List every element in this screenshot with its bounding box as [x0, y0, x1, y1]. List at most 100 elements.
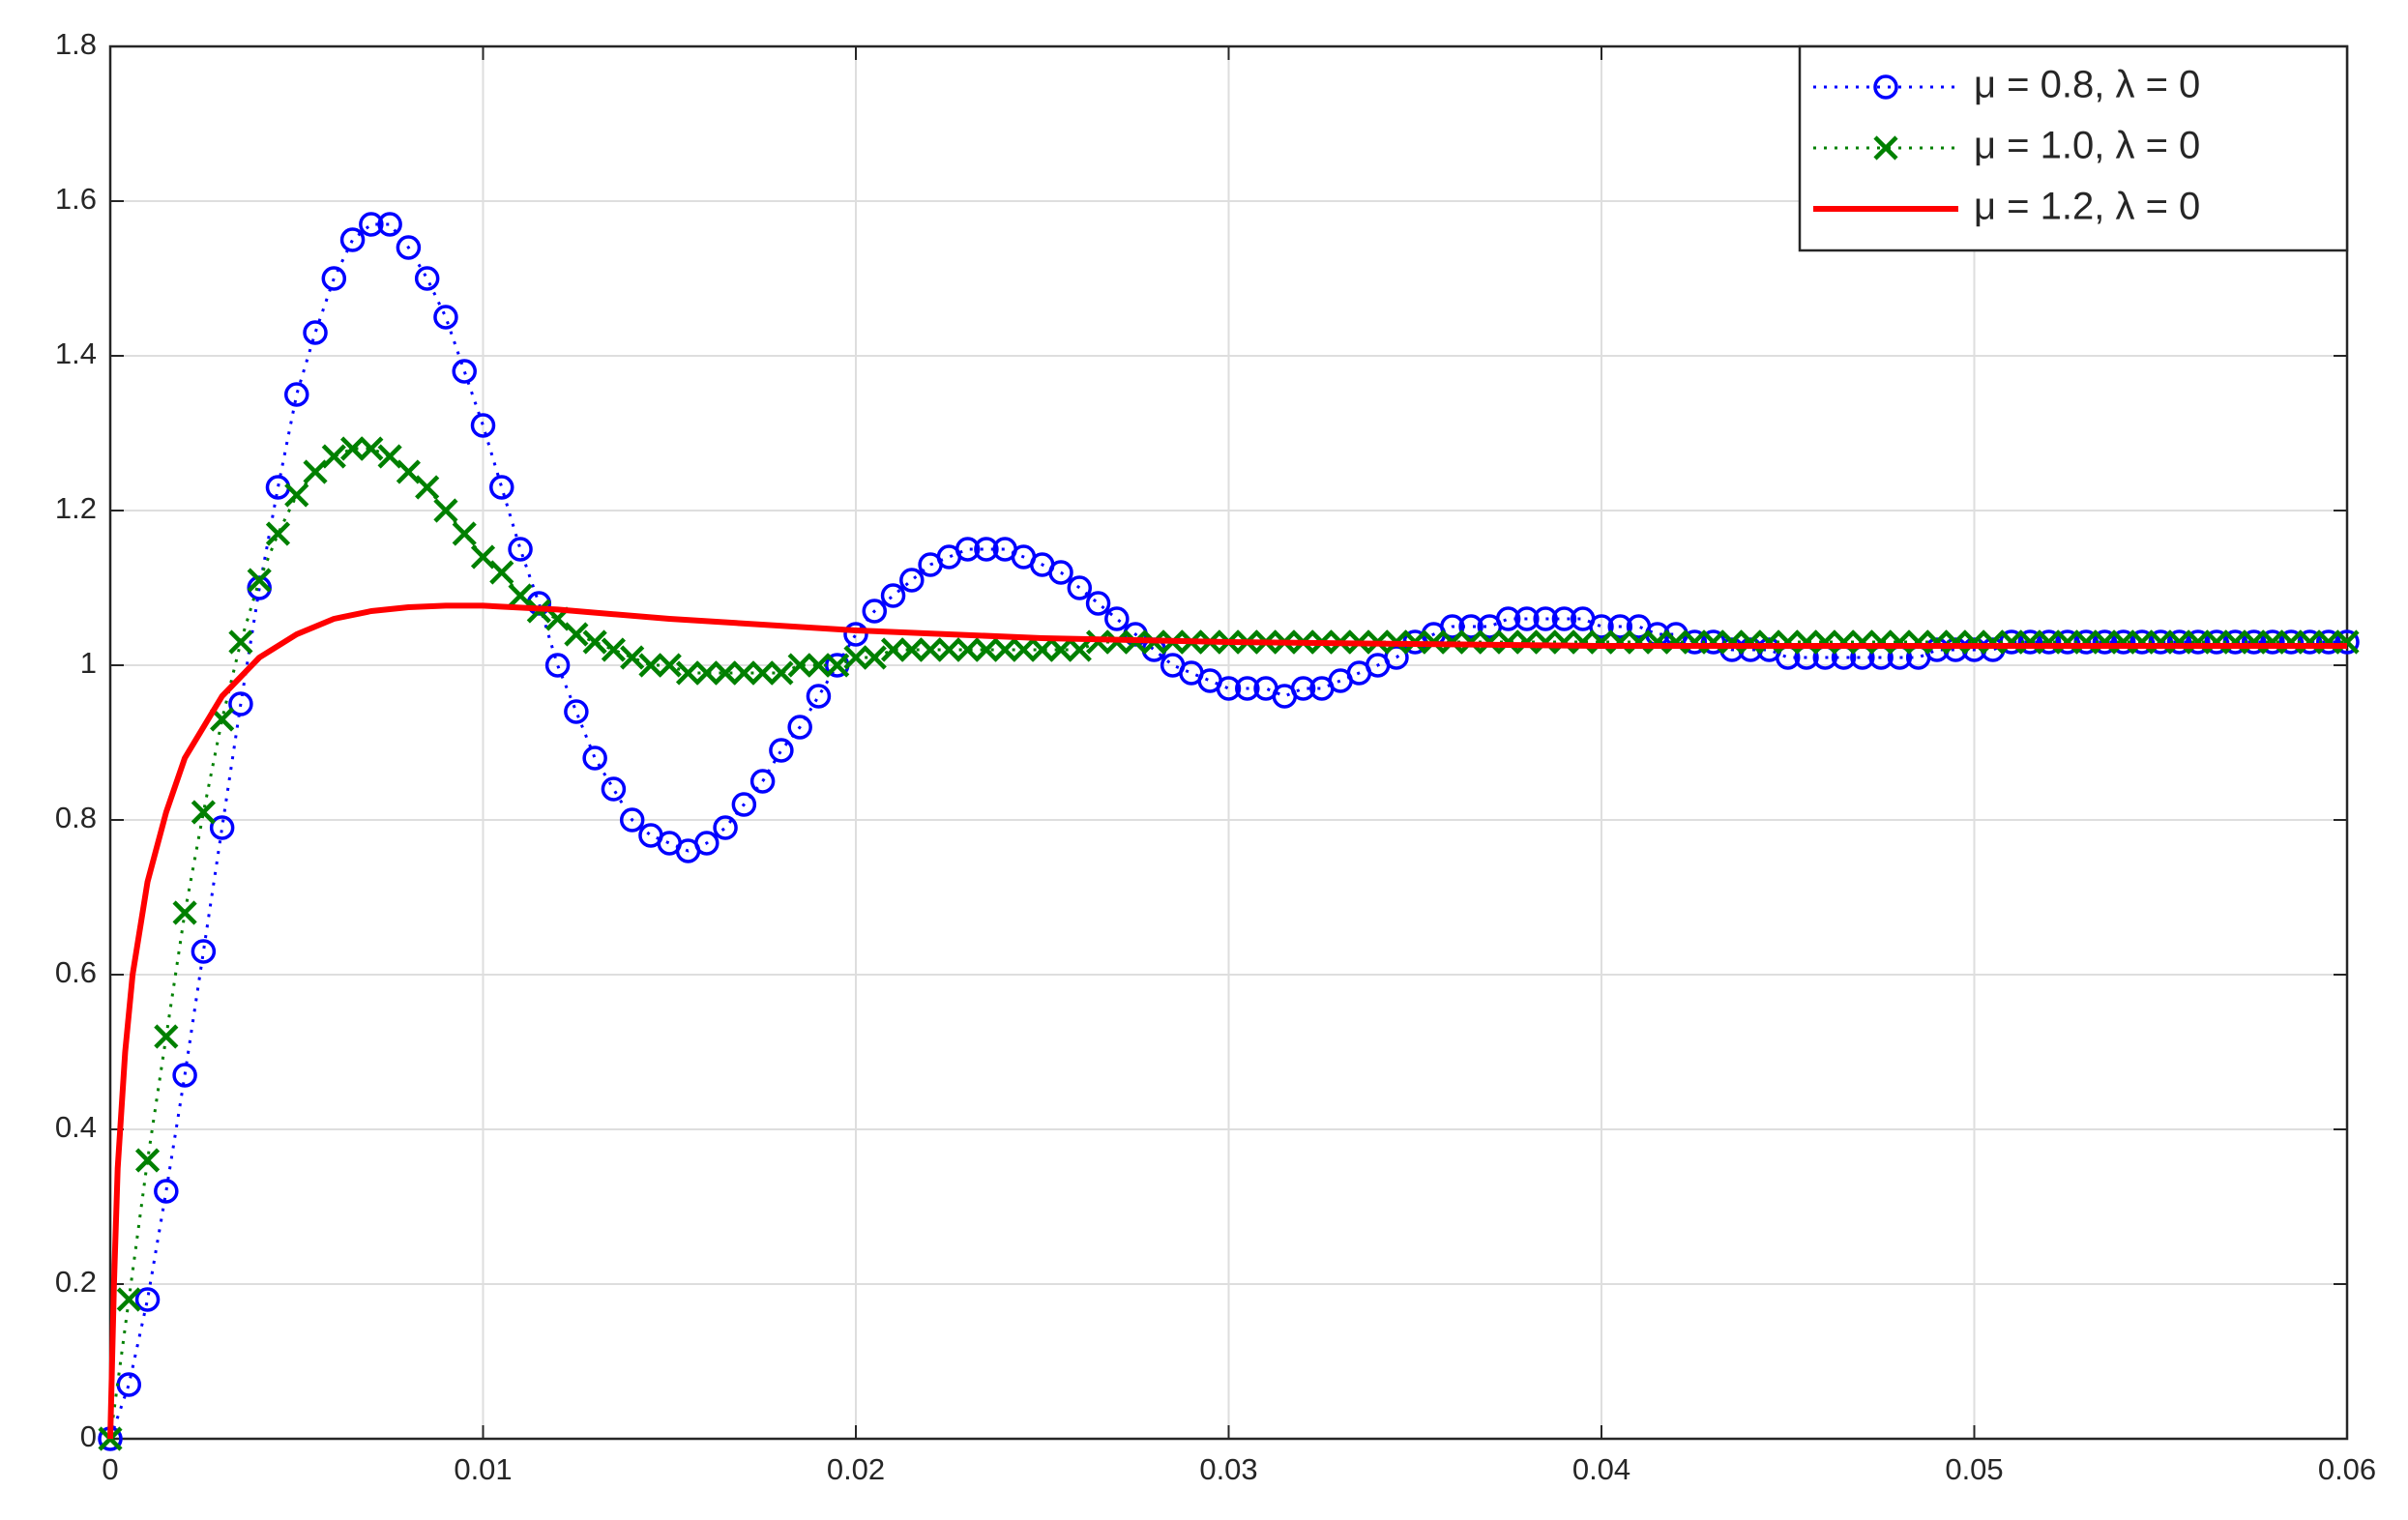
marker: [1216, 676, 1242, 701]
marker: [1571, 629, 1596, 655]
marker: [1384, 645, 1409, 670]
marker: [377, 212, 402, 237]
marker: [154, 1024, 179, 1049]
marker: [1514, 606, 1540, 631]
marker: [284, 482, 309, 508]
marker: [899, 637, 925, 662]
x-tick-label: 0.04: [1572, 1452, 1630, 1486]
marker: [2186, 629, 2211, 655]
marker: [2148, 629, 2173, 655]
marker: [1887, 629, 1912, 655]
marker: [2335, 629, 2360, 655]
marker: [339, 436, 366, 461]
marker: [191, 800, 216, 825]
legend-marker: [1873, 74, 1898, 100]
marker: [2241, 629, 2267, 655]
marker: [675, 660, 701, 686]
marker: [806, 653, 832, 678]
marker: [321, 266, 347, 291]
marker: [1645, 629, 1670, 655]
marker: [1906, 629, 1931, 655]
y-tick-label: 0.6: [55, 955, 97, 989]
series-line: [108, 222, 2347, 1440]
marker: [582, 629, 607, 655]
marker: [1514, 629, 1540, 655]
marker: [247, 568, 272, 593]
x-tick-label: 0: [102, 1452, 118, 1486]
marker: [116, 1287, 141, 1312]
marker: [564, 699, 589, 724]
marker: [1067, 637, 1092, 662]
legend-label: μ = 0.8, λ = 0: [1974, 64, 2200, 106]
legend: μ = 0.8, λ = 0 μ = 1.0, λ = 0 μ = 1.2, λ =…: [1798, 44, 2349, 252]
marker: [825, 653, 850, 678]
marker: [1682, 629, 1707, 655]
marker: [2017, 629, 2043, 655]
marker: [452, 521, 477, 546]
marker: [2335, 629, 2360, 655]
marker: [1626, 629, 1652, 655]
marker: [880, 583, 906, 608]
marker: [228, 691, 253, 716]
marker: [508, 583, 533, 608]
marker: [2315, 629, 2341, 655]
marker: [470, 544, 496, 570]
marker: [414, 266, 440, 291]
marker: [1831, 629, 1857, 655]
marker: [657, 653, 682, 678]
marker: [974, 637, 999, 662]
marker: [620, 645, 645, 670]
y-tick-label: 1.8: [55, 27, 97, 61]
legend-box: [1798, 44, 2349, 252]
marker: [1048, 560, 1073, 585]
marker: [2222, 629, 2247, 655]
marker: [359, 436, 384, 461]
marker: [713, 815, 738, 840]
marker: [339, 227, 366, 252]
marker: [508, 537, 533, 562]
marker: [750, 660, 776, 686]
marker: [601, 776, 627, 802]
marker: [1756, 629, 1782, 655]
marker: [2316, 629, 2341, 655]
marker: [1030, 637, 1055, 662]
marker: [769, 660, 794, 686]
marker: [1589, 614, 1614, 639]
marker: [2129, 629, 2155, 655]
marker: [1067, 575, 1093, 600]
marker: [321, 444, 346, 469]
marker: [1943, 629, 1968, 655]
marker: [228, 629, 253, 655]
marker: [359, 212, 384, 237]
marker: [1551, 606, 1577, 631]
marker: [880, 637, 906, 662]
marker: [1961, 629, 1987, 655]
marker: [2260, 629, 2285, 655]
marker: [396, 459, 421, 484]
marker: [1663, 629, 1689, 655]
marker: [1290, 676, 1316, 701]
x-tick-label: 0.01: [454, 1452, 512, 1486]
marker: [1458, 614, 1483, 639]
marker: [1085, 591, 1111, 616]
marker: [713, 660, 738, 686]
marker: [489, 560, 514, 585]
marker: [974, 537, 999, 562]
marker: [1981, 629, 2006, 655]
marker: [862, 645, 887, 670]
marker: [1924, 629, 1950, 655]
marker: [1682, 629, 1708, 655]
y-tick-label: 1.4: [55, 336, 97, 370]
marker: [1011, 637, 1037, 662]
marker: [284, 382, 309, 407]
marker: [1440, 614, 1465, 639]
marker: [191, 939, 217, 964]
y-tick-label: 1.2: [55, 491, 97, 525]
marker: [2278, 629, 2304, 655]
marker: [433, 498, 458, 523]
y-tick-label: 1.6: [55, 182, 97, 216]
marker: [134, 1287, 161, 1312]
marker: [619, 807, 645, 833]
legend-label: μ = 1.0, λ = 0: [1974, 125, 2200, 167]
marker: [1607, 629, 1632, 655]
